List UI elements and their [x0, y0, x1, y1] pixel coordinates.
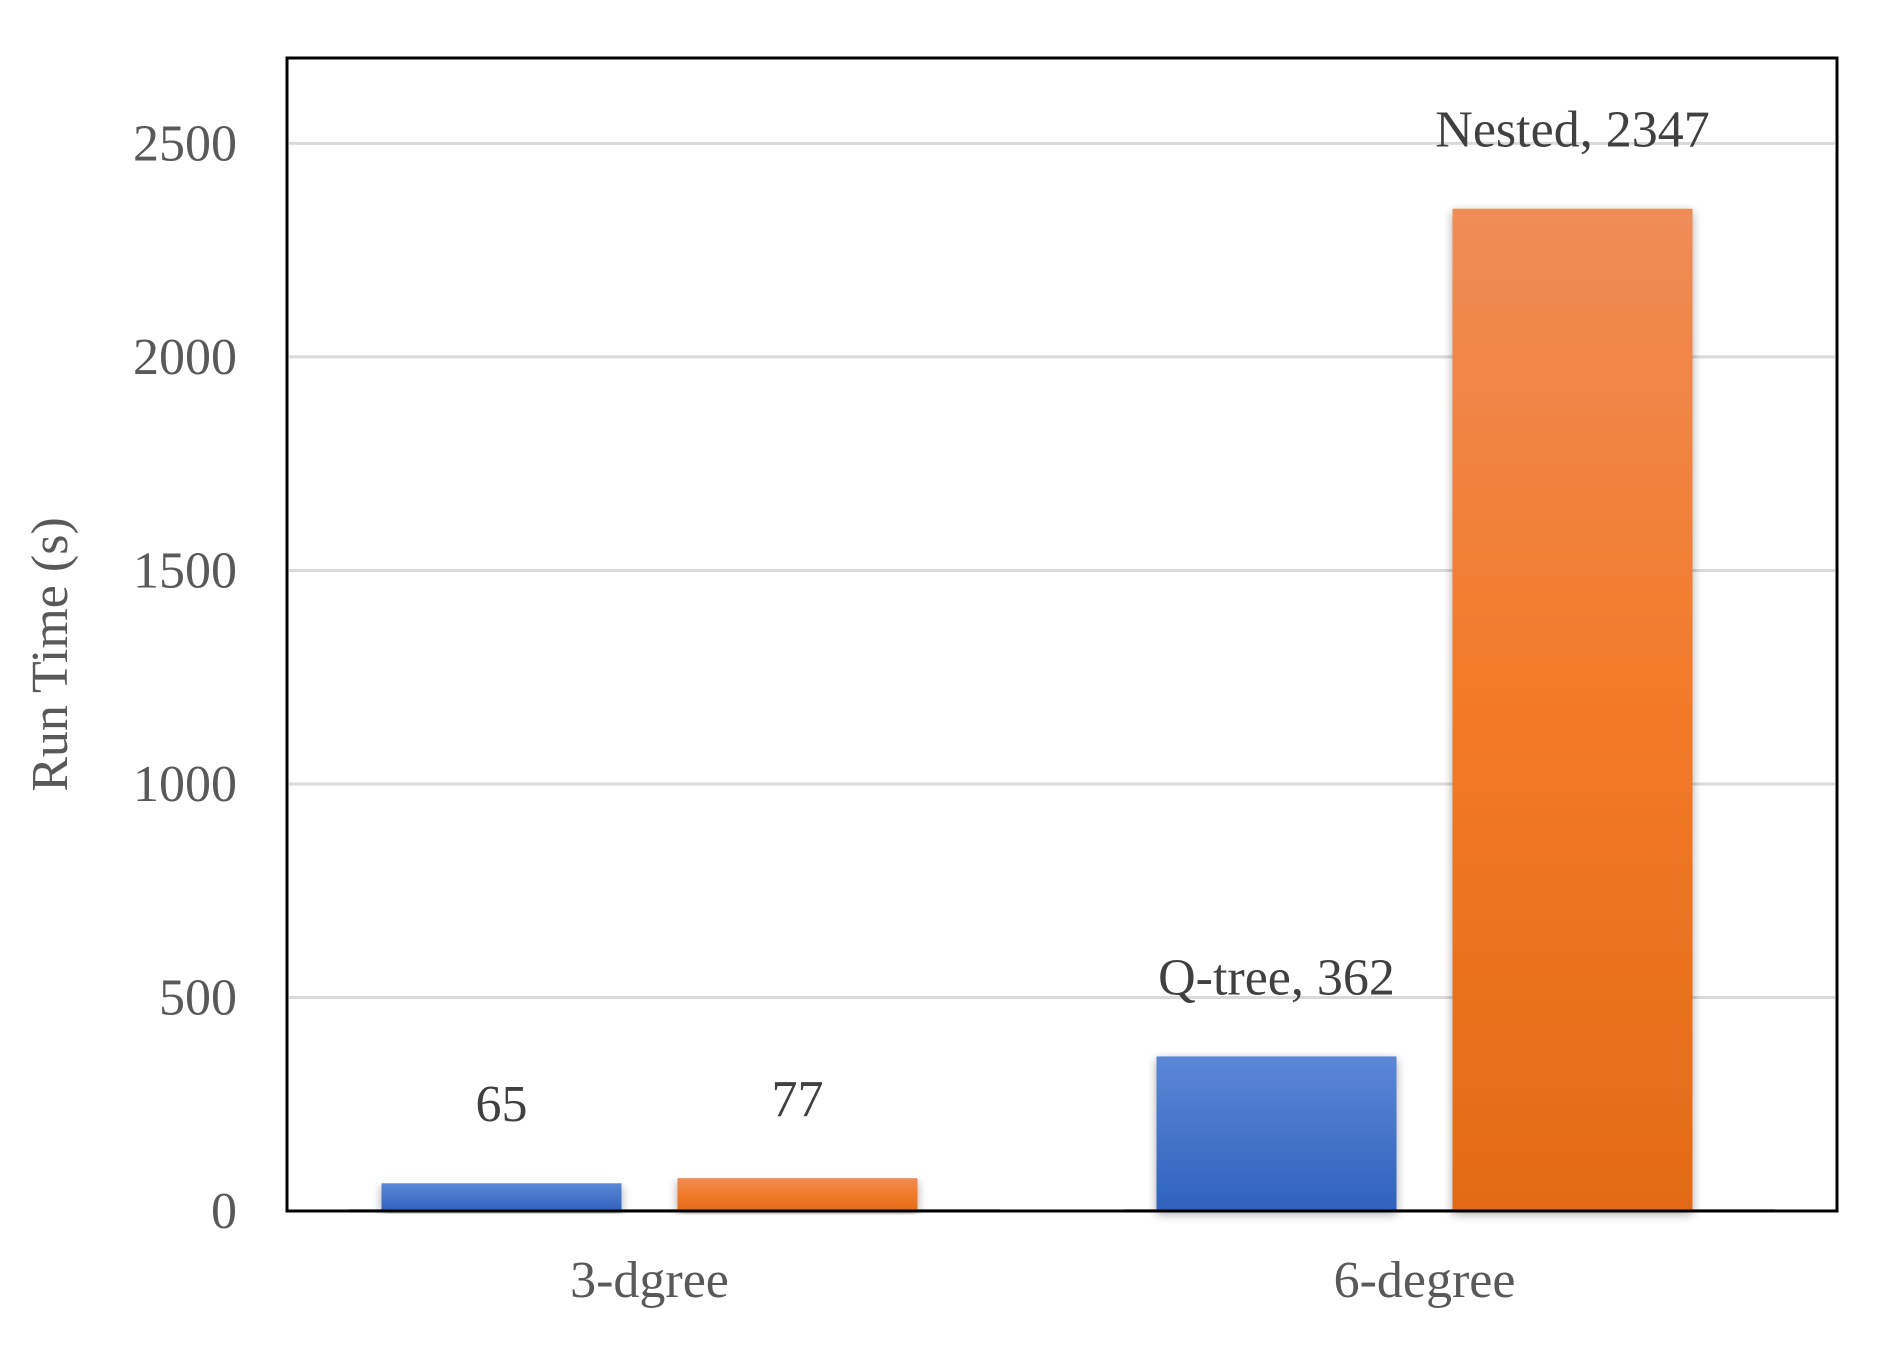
- bar: [381, 1183, 622, 1211]
- y-tick-label: 500: [159, 969, 237, 1026]
- labels: 0 500 1000 1500 2000 2500 3-dgree 65 77 6-degree Q…: [133, 102, 1710, 1309]
- bar: [1452, 208, 1693, 1211]
- x-tick-label: 6-degree: [1334, 1252, 1516, 1309]
- y-tick-label: 0: [211, 1183, 237, 1240]
- y-axis-title: Run Time (s): [22, 517, 79, 792]
- plot-area-border: [285, 56, 1839, 1213]
- data-label: 65: [476, 1076, 528, 1133]
- data-label: 77: [772, 1071, 824, 1128]
- bar: [1156, 1056, 1397, 1211]
- y-tick-label: 1500: [133, 542, 237, 599]
- data-label: Nested, 2347: [1435, 102, 1709, 159]
- y-tick-label: 1000: [133, 756, 237, 813]
- bar: [677, 1178, 918, 1211]
- bars: [381, 208, 1693, 1211]
- y-tick-label: 2000: [133, 329, 237, 386]
- y-tick-label: 2500: [133, 115, 237, 172]
- data-label: Q-tree, 362: [1158, 949, 1395, 1006]
- x-tick-label: 3-dgree: [570, 1252, 729, 1309]
